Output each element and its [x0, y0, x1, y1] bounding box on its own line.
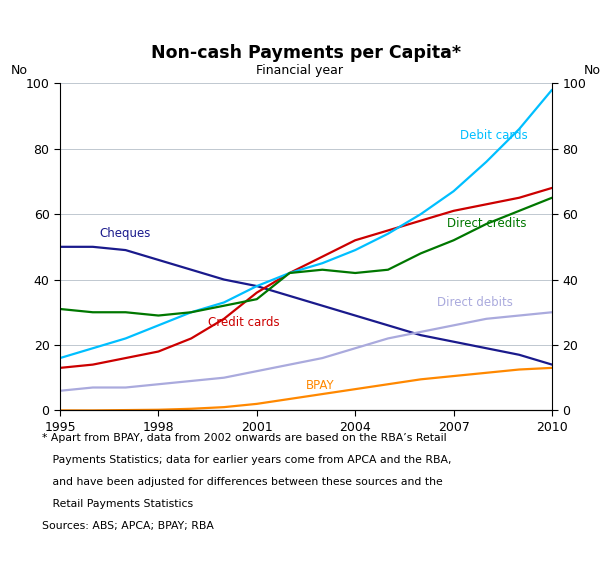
Text: Direct credits: Direct credits	[447, 218, 527, 230]
Text: Credit cards: Credit cards	[208, 316, 279, 328]
Text: Retail Payments Statistics: Retail Payments Statistics	[42, 499, 193, 509]
Text: Cheques: Cheques	[100, 227, 151, 241]
Text: Debit cards: Debit cards	[460, 129, 528, 142]
Text: No: No	[584, 64, 600, 77]
Text: No: No	[11, 64, 28, 77]
Text: Sources: ABS; APCA; BPAY; RBA: Sources: ABS; APCA; BPAY; RBA	[42, 521, 214, 530]
Text: Financial year: Financial year	[257, 64, 343, 77]
Text: BPAY: BPAY	[306, 379, 335, 393]
Text: Direct debits: Direct debits	[437, 296, 513, 309]
Text: * Apart from BPAY, data from 2002 onwards are based on the RBA’s Retail: * Apart from BPAY, data from 2002 onward…	[42, 433, 446, 443]
Text: Payments Statistics; data for earlier years come from APCA and the RBA,: Payments Statistics; data for earlier ye…	[42, 455, 452, 465]
Text: and have been adjusted for differences between these sources and the: and have been adjusted for differences b…	[42, 477, 443, 487]
Title: Non-cash Payments per Capita*: Non-cash Payments per Capita*	[151, 44, 461, 62]
